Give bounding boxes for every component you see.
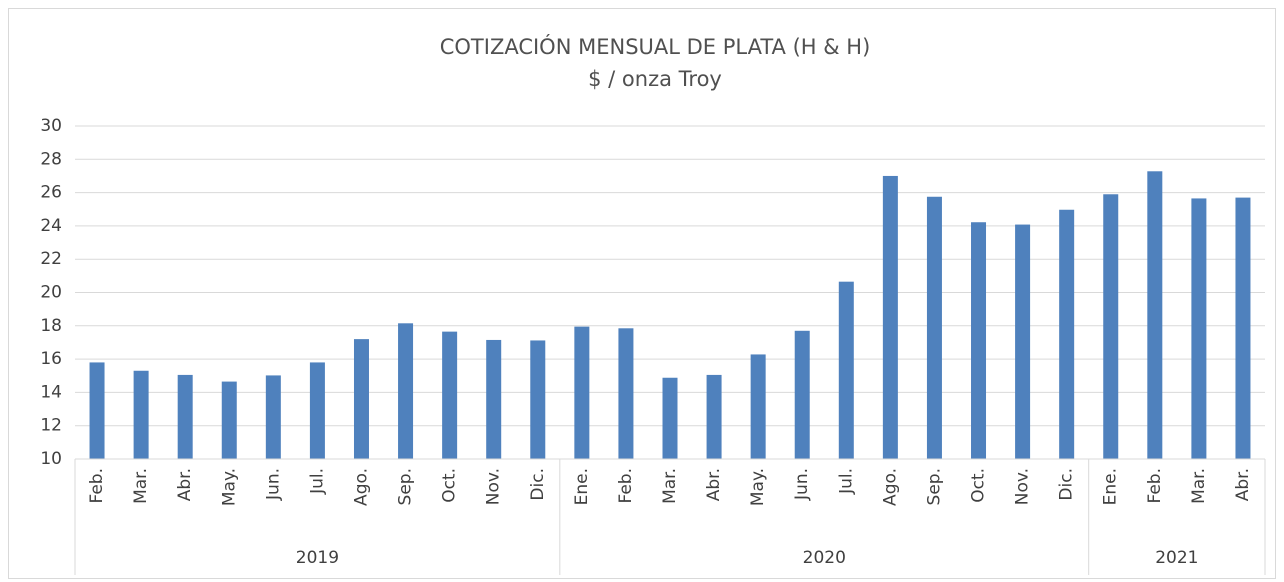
x-tick-label: Nov. — [484, 468, 504, 505]
x-tick-label: Mar. — [131, 468, 151, 504]
bar — [926, 196, 942, 459]
y-tick-label: 30 — [40, 116, 62, 136]
bar — [177, 374, 193, 459]
group-label: 2021 — [1155, 548, 1198, 568]
bar — [221, 381, 237, 459]
bar — [838, 281, 854, 459]
x-tick-label: Feb. — [1145, 468, 1165, 504]
x-tick-label: Mar. — [660, 468, 680, 504]
x-tick-label: Ene. — [1101, 468, 1121, 505]
group-label: 2020 — [803, 548, 846, 568]
x-tick-label: Feb. — [87, 468, 107, 504]
y-tick-label: 12 — [40, 416, 62, 436]
y-tick-label: 28 — [40, 149, 62, 169]
bar — [1059, 209, 1075, 459]
x-tick-label: Jul. — [307, 468, 327, 495]
x-tick-label: Abr. — [704, 468, 724, 501]
y-tick-label: 20 — [40, 283, 62, 303]
group-label: 2019 — [296, 548, 339, 568]
y-tick-label: 26 — [40, 183, 62, 203]
bar — [662, 377, 678, 459]
x-tick-label: Ene. — [572, 468, 592, 505]
bar — [133, 370, 149, 459]
x-tick-label: Jul. — [836, 468, 856, 495]
bar — [706, 374, 722, 459]
chart-title: COTIZACIÓN MENSUAL DE PLATA (H & H) — [440, 34, 871, 59]
x-tick-label: Sep. — [396, 468, 416, 505]
bar — [1147, 171, 1163, 459]
x-tick-label: Jun. — [792, 468, 812, 501]
bar — [1015, 224, 1031, 459]
bar — [486, 339, 502, 459]
x-tick-label: Feb. — [616, 468, 636, 504]
y-tick-label: 16 — [40, 349, 62, 369]
x-tick-label: May. — [219, 468, 239, 506]
bar — [574, 326, 590, 459]
bar — [309, 362, 325, 459]
bar — [398, 323, 414, 459]
y-tick-label: 22 — [40, 249, 62, 269]
y-tick-label: 14 — [40, 382, 62, 402]
x-tick-label: Mar. — [1189, 468, 1209, 504]
chart-frame — [8, 8, 1276, 579]
x-tick-label: Oct. — [440, 468, 460, 503]
bar — [971, 222, 987, 459]
chart-subtitle: $ / onza Troy — [588, 67, 722, 91]
bar — [882, 175, 898, 459]
bar — [89, 362, 105, 459]
bar — [1235, 197, 1251, 459]
bar — [1103, 194, 1119, 459]
bar — [530, 340, 546, 459]
bar — [794, 330, 810, 459]
bar — [442, 331, 458, 459]
x-tick-label: Abr. — [1233, 468, 1253, 501]
bar — [750, 354, 766, 459]
bar — [1191, 198, 1207, 460]
y-tick-label: 10 — [40, 449, 62, 469]
x-tick-label: Dic. — [1057, 468, 1077, 501]
x-tick-label: May. — [748, 468, 768, 506]
x-tick-label: Dic. — [528, 468, 548, 501]
bar — [618, 328, 634, 459]
y-tick-label: 24 — [40, 216, 62, 236]
x-tick-label: Abr. — [175, 468, 195, 501]
x-tick-label: Oct. — [969, 468, 989, 503]
x-tick-label: Ago. — [351, 468, 371, 506]
x-tick-label: Ago. — [880, 468, 900, 506]
bar — [353, 339, 369, 459]
x-tick-label: Nov. — [1013, 468, 1033, 505]
y-tick-label: 18 — [40, 316, 62, 336]
x-tick-label: Jun. — [263, 468, 283, 501]
x-tick-label: Sep. — [924, 468, 944, 505]
bar — [265, 375, 281, 459]
